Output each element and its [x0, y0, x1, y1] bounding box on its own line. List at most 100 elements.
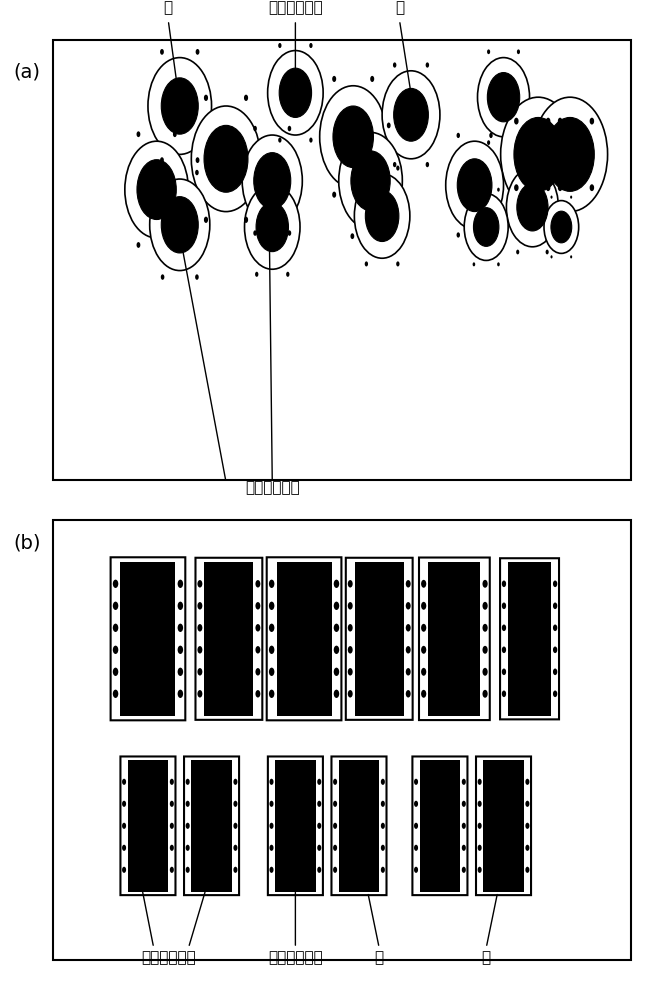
Circle shape [317, 779, 321, 785]
Circle shape [256, 668, 260, 676]
Circle shape [462, 845, 466, 851]
Circle shape [196, 157, 200, 163]
Circle shape [113, 580, 118, 588]
Circle shape [122, 779, 126, 785]
Circle shape [370, 76, 374, 82]
Circle shape [170, 779, 174, 785]
Circle shape [288, 230, 291, 236]
Circle shape [526, 867, 530, 873]
Circle shape [186, 845, 190, 851]
Circle shape [553, 602, 557, 609]
Circle shape [170, 823, 174, 829]
Circle shape [474, 208, 499, 246]
Circle shape [502, 624, 506, 631]
FancyBboxPatch shape [110, 557, 185, 720]
Circle shape [348, 690, 353, 698]
Circle shape [256, 624, 260, 632]
Circle shape [334, 646, 339, 654]
Circle shape [517, 183, 548, 231]
Circle shape [396, 166, 399, 171]
FancyBboxPatch shape [53, 40, 631, 480]
Circle shape [545, 250, 549, 254]
Circle shape [414, 823, 418, 829]
Circle shape [233, 801, 237, 807]
Circle shape [421, 602, 426, 610]
Circle shape [387, 233, 391, 239]
Circle shape [526, 779, 530, 785]
Circle shape [269, 779, 273, 785]
Bar [277, 562, 332, 716]
Circle shape [489, 232, 493, 238]
Text: 铝: 铝 [374, 950, 384, 965]
Circle shape [406, 624, 411, 632]
Circle shape [269, 580, 275, 588]
Circle shape [414, 845, 418, 851]
Circle shape [177, 602, 183, 610]
Circle shape [233, 823, 237, 829]
Circle shape [278, 138, 281, 143]
Circle shape [288, 126, 291, 131]
Circle shape [517, 49, 520, 54]
Circle shape [269, 823, 273, 829]
Circle shape [421, 668, 426, 676]
Circle shape [365, 261, 368, 266]
Circle shape [381, 823, 385, 829]
Circle shape [551, 196, 553, 199]
Circle shape [348, 580, 353, 588]
Circle shape [339, 132, 402, 229]
Circle shape [256, 202, 288, 252]
Circle shape [406, 646, 411, 654]
Circle shape [122, 845, 126, 851]
Circle shape [445, 141, 503, 229]
FancyBboxPatch shape [413, 756, 467, 895]
Circle shape [350, 233, 354, 239]
Text: (b): (b) [13, 533, 41, 552]
Circle shape [487, 73, 520, 122]
Circle shape [482, 624, 487, 632]
Circle shape [502, 647, 506, 653]
Circle shape [309, 43, 313, 48]
Circle shape [570, 255, 572, 258]
Circle shape [317, 801, 321, 807]
Circle shape [350, 123, 354, 128]
Bar [420, 760, 460, 892]
Bar [355, 562, 404, 716]
Circle shape [334, 602, 339, 610]
Circle shape [173, 242, 177, 248]
Circle shape [544, 201, 579, 253]
Circle shape [570, 196, 572, 199]
Circle shape [414, 867, 418, 873]
Text: 化学转化被膜: 化学转化被膜 [268, 0, 323, 15]
Circle shape [381, 779, 385, 785]
Circle shape [546, 118, 551, 125]
Circle shape [161, 274, 164, 280]
Circle shape [333, 106, 373, 168]
Circle shape [204, 95, 208, 101]
Circle shape [148, 58, 212, 154]
Circle shape [348, 668, 353, 676]
Circle shape [553, 647, 557, 653]
Circle shape [421, 580, 426, 588]
Circle shape [393, 62, 396, 68]
Circle shape [558, 184, 562, 191]
Circle shape [173, 131, 177, 137]
Text: 化学转化被膜: 化学转化被膜 [268, 950, 323, 965]
Circle shape [497, 188, 500, 192]
Circle shape [113, 602, 118, 610]
Circle shape [170, 845, 174, 851]
Circle shape [546, 117, 595, 191]
Circle shape [333, 845, 337, 851]
Circle shape [553, 668, 557, 675]
Circle shape [526, 823, 530, 829]
Text: 坑: 坑 [395, 0, 404, 15]
Text: 空孔（缺陷）: 空孔（缺陷） [245, 480, 300, 495]
FancyBboxPatch shape [53, 520, 631, 960]
Circle shape [365, 166, 368, 171]
Circle shape [320, 86, 387, 188]
Circle shape [177, 624, 183, 632]
Circle shape [198, 668, 202, 676]
Circle shape [186, 779, 190, 785]
FancyBboxPatch shape [196, 558, 262, 720]
Circle shape [170, 801, 174, 807]
Circle shape [482, 602, 487, 610]
